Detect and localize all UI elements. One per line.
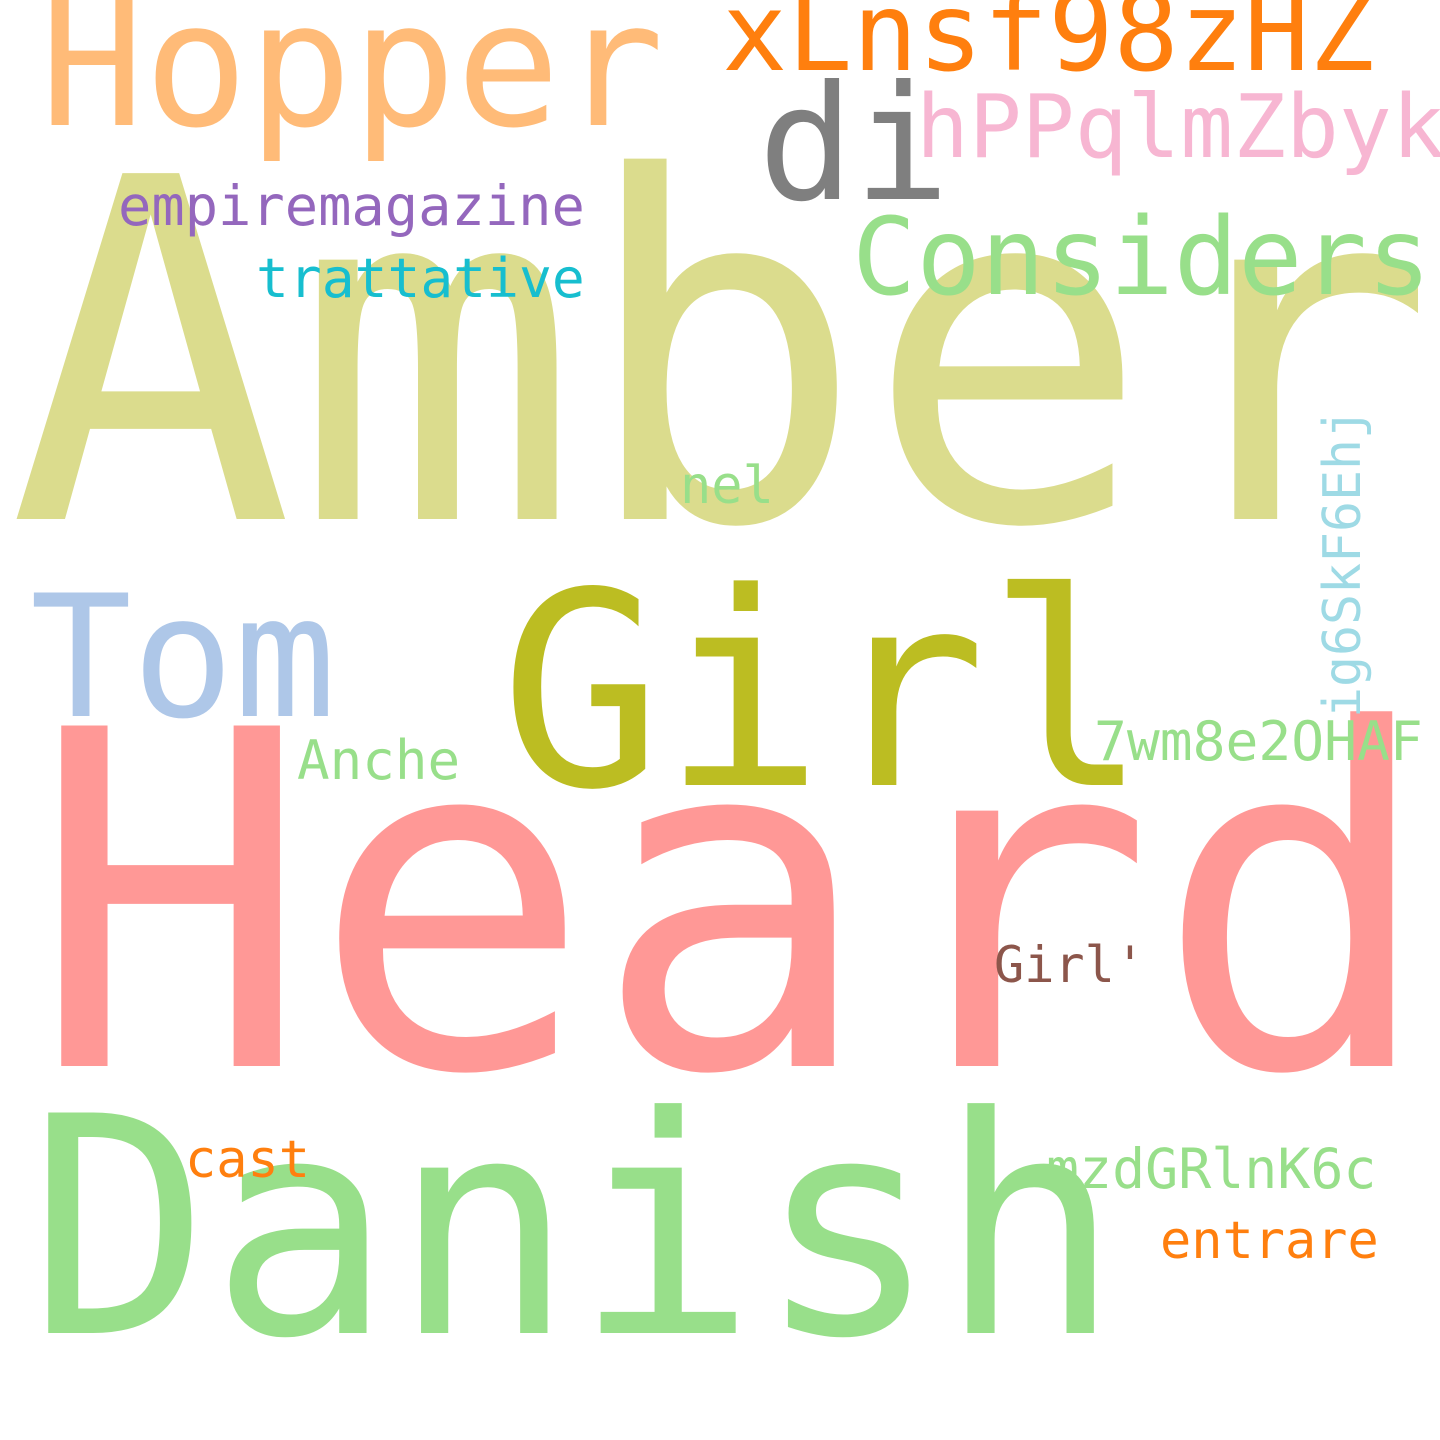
word-mzdgrlnk6c: mzdGRlnK6c bbox=[1046, 1137, 1377, 1202]
word-di: di bbox=[758, 51, 950, 238]
word-girl: Girl bbox=[500, 534, 1149, 849]
word-entrare: entrare bbox=[1160, 1211, 1379, 1271]
word-girl-apostrophe: Girl' bbox=[994, 935, 1146, 995]
word-hopper: Hopper bbox=[40, 0, 665, 167]
word-nel: nel bbox=[680, 456, 774, 516]
word-trattative: trattative bbox=[256, 246, 585, 311]
word-amber: Amber bbox=[8, 79, 1437, 632]
word-cast: cast bbox=[185, 1130, 310, 1190]
word-7wm8e2ohaf: 7wm8e2OHAF bbox=[1094, 709, 1423, 774]
word-anche: Anche bbox=[297, 728, 461, 792]
word-heard: Heard bbox=[30, 634, 1436, 1178]
word-danish: Danish bbox=[28, 1053, 1121, 1406]
word-empiremagazine: empiremagazine bbox=[118, 175, 585, 240]
word-hppqlmzbyk: hPPqlmZbyk bbox=[916, 75, 1440, 178]
word-tom: Tom bbox=[30, 558, 336, 756]
word-xlnsf98zhz: xLnsf98zHZ bbox=[722, 0, 1375, 96]
word-ig6skf6ehj: ig6SkF6Ehj bbox=[1313, 407, 1373, 718]
word-considers: Considers bbox=[852, 196, 1432, 321]
